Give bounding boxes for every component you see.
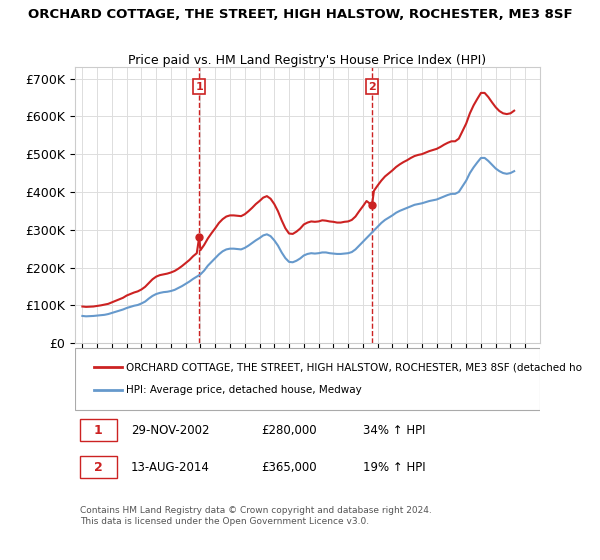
Text: 13-AUG-2014: 13-AUG-2014 (131, 461, 209, 474)
Text: £280,000: £280,000 (261, 423, 317, 437)
Text: 1: 1 (94, 423, 103, 437)
Text: 29-NOV-2002: 29-NOV-2002 (131, 423, 209, 437)
Text: 2: 2 (368, 82, 376, 91)
FancyBboxPatch shape (80, 456, 117, 478)
Text: 2: 2 (94, 461, 103, 474)
Text: HPI: Average price, detached house, Medway: HPI: Average price, detached house, Medw… (126, 385, 362, 395)
FancyBboxPatch shape (80, 419, 117, 441)
Text: Contains HM Land Registry data © Crown copyright and database right 2024.
This d: Contains HM Land Registry data © Crown c… (80, 506, 431, 526)
Title: Price paid vs. HM Land Registry's House Price Index (HPI): Price paid vs. HM Land Registry's House … (128, 54, 487, 67)
Text: ORCHARD COTTAGE, THE STREET, HIGH HALSTOW, ROCHESTER, ME3 8SF: ORCHARD COTTAGE, THE STREET, HIGH HALSTO… (28, 8, 572, 21)
Text: £365,000: £365,000 (261, 461, 317, 474)
Text: 1: 1 (195, 82, 203, 91)
Text: ORCHARD COTTAGE, THE STREET, HIGH HALSTOW, ROCHESTER, ME3 8SF (detached ho: ORCHARD COTTAGE, THE STREET, HIGH HALSTO… (126, 362, 582, 372)
FancyBboxPatch shape (75, 348, 540, 410)
Text: 34% ↑ HPI: 34% ↑ HPI (364, 423, 426, 437)
Text: 19% ↑ HPI: 19% ↑ HPI (364, 461, 426, 474)
